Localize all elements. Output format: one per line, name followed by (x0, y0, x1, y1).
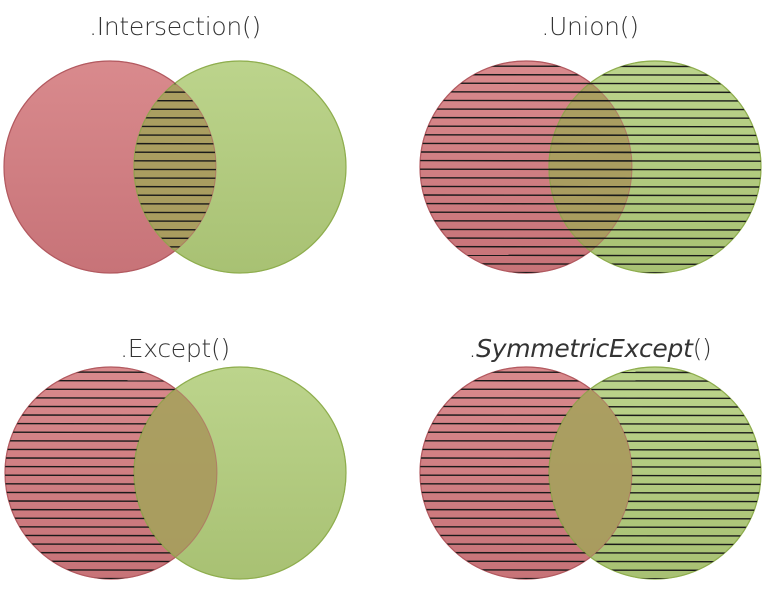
diagram-title: .Intersection() (89, 12, 261, 41)
diagram-union: .Union() (415, 0, 767, 290)
venn-diagram (419, 60, 762, 274)
diagram-intersection: .Intersection() (0, 0, 380, 290)
diagram-title: .SymmetricExcept() (468, 334, 712, 363)
diagram-title: .Except() (120, 334, 230, 363)
diagram-except: .Except() (0, 320, 380, 598)
diagram-title: .Union() (541, 12, 639, 41)
hatch-lines (5, 371, 217, 579)
diagram-symmetric-except: .SymmetricExcept() (415, 320, 767, 598)
venn-diagram (3, 60, 347, 274)
venn-diagram (4, 366, 347, 580)
venn-diagram (419, 366, 762, 580)
